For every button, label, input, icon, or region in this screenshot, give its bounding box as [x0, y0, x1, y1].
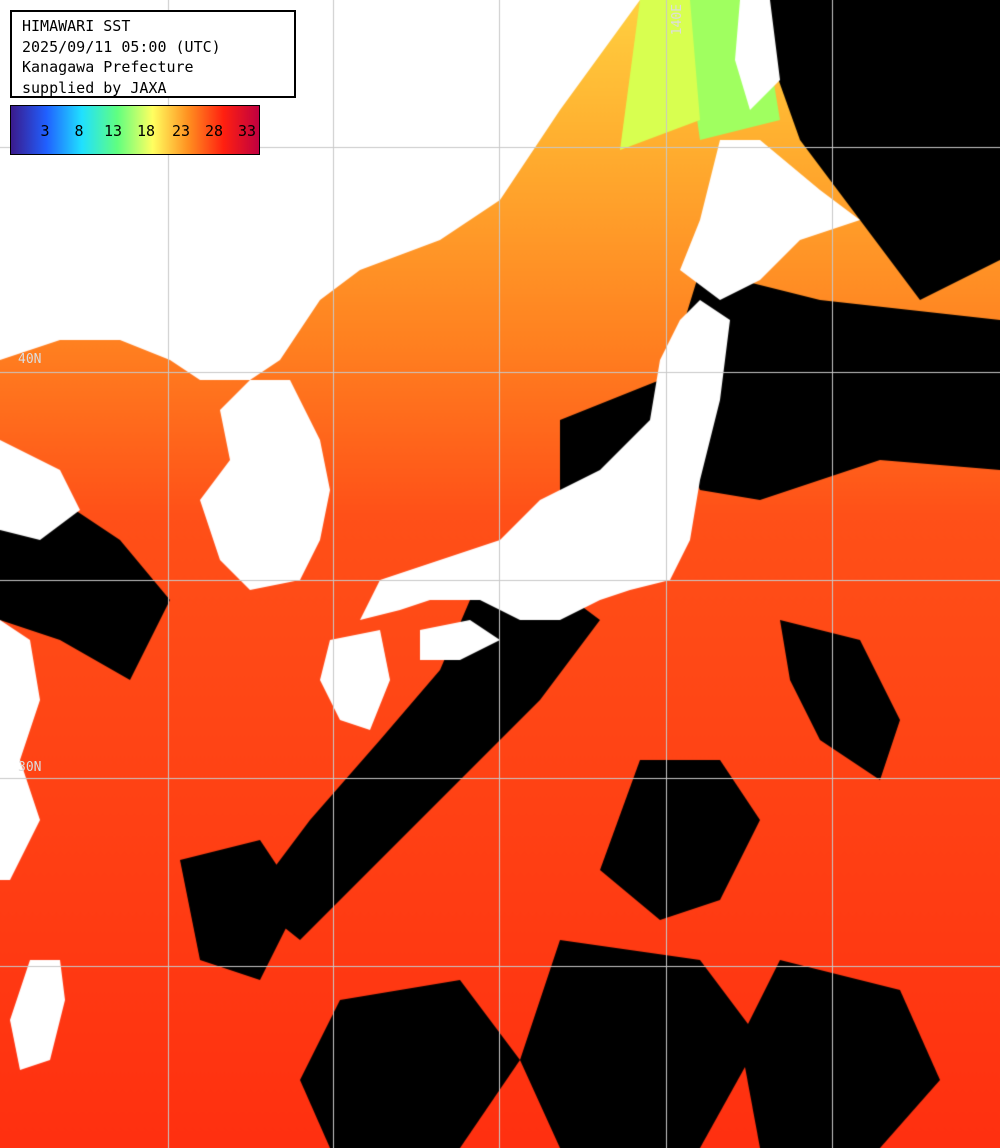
- legend-tick: 33: [237, 122, 257, 140]
- legend-tick: 13: [103, 122, 123, 140]
- latitude-label: 30N: [18, 760, 42, 775]
- legend-tick: 8: [74, 122, 84, 140]
- legend-tick: 18: [136, 122, 156, 140]
- credit: supplied by JAXA: [22, 78, 167, 97]
- timestamp: 2025/09/11 05:00 (UTC): [22, 37, 221, 56]
- legend-tick: 3: [40, 122, 50, 140]
- legend-tick: 28: [204, 122, 224, 140]
- product-title: HIMAWARI SST: [22, 17, 131, 35]
- latitude-label: 40N: [18, 352, 42, 367]
- color-scale-legend: 3 8 13 18 23 28 33: [10, 105, 260, 155]
- info-box: HIMAWARI SST 2025/09/11 05:00 (UTC) Kana…: [10, 10, 296, 98]
- region-name: Kanagawa Prefecture: [22, 58, 194, 76]
- legend-tick: 23: [171, 122, 191, 140]
- longitude-label: 140E: [670, 4, 685, 36]
